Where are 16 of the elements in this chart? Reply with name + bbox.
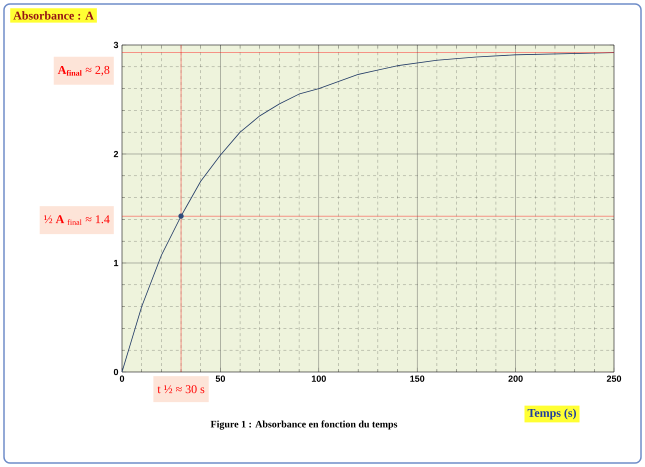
x-tick-label: 250 <box>606 376 622 382</box>
y-tick-label: 0 <box>114 368 118 376</box>
x-tick-label: 0 <box>120 376 124 382</box>
x-axis-title: Temps (s) <box>528 408 576 420</box>
y-tick-label: 1 <box>114 260 118 266</box>
y-tick-label: 3 <box>114 42 118 48</box>
x-tick-label: 100 <box>312 376 326 382</box>
x-tick-label: 150 <box>410 376 424 382</box>
ref-line-label: ½ A $_{final}$ ≈ 1.4 <box>44 215 110 225</box>
text: Figure 1 : Absorbance en fonction du temps <box>210 420 398 430</box>
x-tick-label: 200 <box>508 376 523 382</box>
ref-line-label: t ½ ≈ 30 s <box>157 385 204 394</box>
x-tick-label: 50 <box>216 376 226 382</box>
y-tick-label: 2 <box>114 150 118 158</box>
y-axis-title: Absorbance : A <box>13 11 94 20</box>
text: A$_{final}$ ≈ 2,8 <box>58 66 110 76</box>
